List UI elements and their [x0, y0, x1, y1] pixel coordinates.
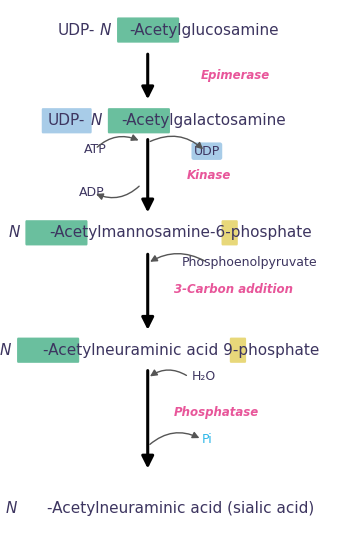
- Text: -Acetylneuraminic acid 9-phosphate: -Acetylneuraminic acid 9-phosphate: [43, 343, 319, 358]
- Text: Phosphatase: Phosphatase: [174, 406, 259, 419]
- Text: N: N: [100, 22, 111, 37]
- Text: -Acetylglucosamine: -Acetylglucosamine: [129, 22, 278, 37]
- Text: -Acetylneuraminic acid (sialic acid): -Acetylneuraminic acid (sialic acid): [47, 501, 315, 516]
- FancyBboxPatch shape: [42, 108, 92, 133]
- Text: -Acetylgalactosamine: -Acetylgalactosamine: [121, 113, 286, 128]
- Text: UDP: UDP: [194, 144, 220, 158]
- FancyBboxPatch shape: [117, 18, 179, 43]
- FancyBboxPatch shape: [222, 220, 238, 246]
- Text: Kinase: Kinase: [187, 169, 231, 182]
- FancyBboxPatch shape: [17, 338, 79, 363]
- Text: UDP-: UDP-: [57, 22, 95, 37]
- Text: Phosphoenolpyruvate: Phosphoenolpyruvate: [182, 256, 317, 269]
- Text: N: N: [8, 225, 19, 240]
- Text: Epimerase: Epimerase: [200, 69, 270, 82]
- Text: ADP: ADP: [79, 186, 105, 200]
- Text: N: N: [91, 113, 102, 128]
- Text: H₂O: H₂O: [191, 370, 216, 384]
- Text: UDP-: UDP-: [48, 113, 85, 128]
- FancyBboxPatch shape: [108, 108, 170, 133]
- FancyBboxPatch shape: [25, 220, 87, 246]
- Text: N: N: [0, 343, 11, 358]
- FancyBboxPatch shape: [230, 338, 246, 363]
- Text: ATP: ATP: [84, 142, 106, 156]
- Text: 3-Carbon addition: 3-Carbon addition: [174, 284, 293, 296]
- Text: -Acetylmannosamine-6-phosphate: -Acetylmannosamine-6-phosphate: [49, 225, 312, 240]
- Text: N: N: [6, 501, 17, 516]
- Text: Pi: Pi: [201, 433, 212, 446]
